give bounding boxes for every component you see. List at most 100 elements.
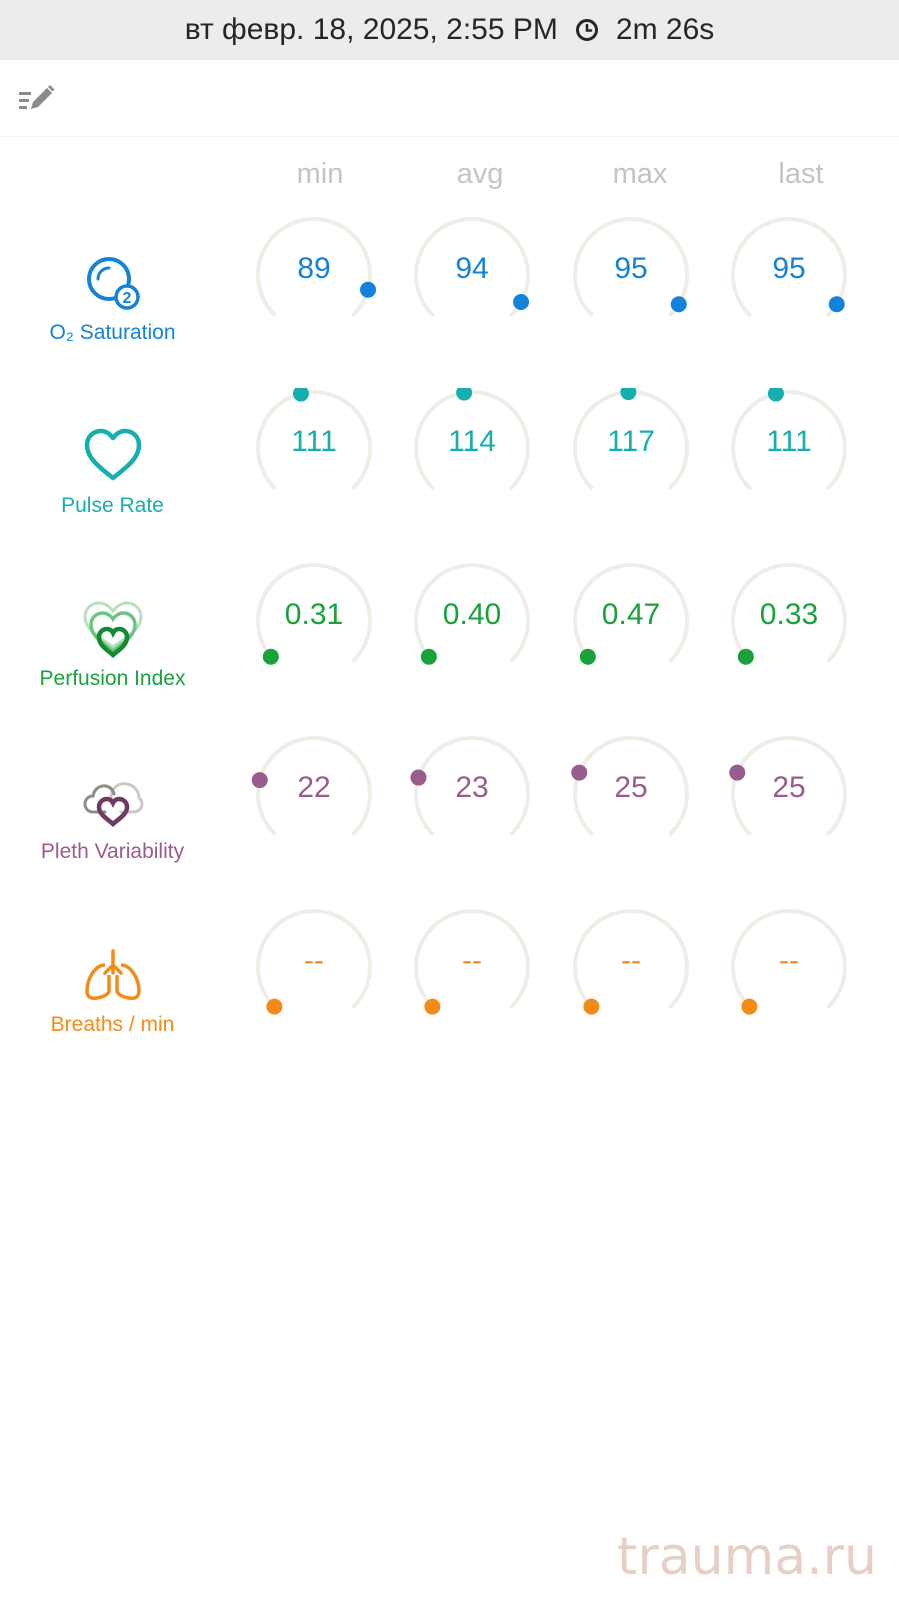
metric-pleth: Pleth Variability [0,734,225,864]
gauge-track [414,909,530,1009]
gauge-perfusion-max[interactable]: 0.47 [566,561,696,691]
svg-text:2: 2 [122,290,131,307]
metric-pulse: Pulse Rate [0,388,225,518]
gauge-breaths-last[interactable]: -- [724,907,854,1037]
gauge-indicator-dot [729,764,746,781]
gauge-value: 111 [291,425,337,458]
gauge-indicator-dot [670,296,687,313]
edit-notes-button[interactable] [16,82,60,116]
gauge-value: 0.40 [442,598,502,631]
column-header-min: min [296,158,344,190]
gauge-indicator-dot [828,296,845,313]
gauge-value: -- [304,944,324,977]
gauge-indicator-dot [420,648,437,665]
lungs-icon [81,943,145,1007]
gauge-value: 25 [614,771,648,804]
gauge-value: -- [621,944,641,977]
gauge-value: 25 [772,771,806,804]
gauge-track [573,563,689,663]
gauge-track [256,736,372,836]
gauge-track [573,736,689,836]
metric-row-pulse: Pulse Rate 111 114 117 111 [0,388,899,548]
gauge-pulse-last[interactable]: 111 [724,388,854,518]
gauge-pleth-last[interactable]: 25 [724,734,854,864]
gauge-pleth-max[interactable]: 25 [566,734,696,864]
column-headers: min avg max last [0,158,899,198]
session-duration: 2m 26s [615,13,715,46]
gauge-breaths-min[interactable]: -- [249,907,379,1037]
gauge-value: 23 [455,771,489,804]
metric-perfusion: Perfusion Index [0,561,225,691]
column-header-last: last [778,158,824,190]
gauge-indicator-dot [251,772,268,789]
gauge-spo2-last[interactable]: 95 [724,215,854,345]
gauge-perfusion-min[interactable]: 0.31 [249,561,379,691]
gauge-indicator-dot [266,998,283,1015]
gauge-value: 22 [297,771,331,804]
gauge-breaths-max[interactable]: -- [566,907,696,1037]
gauge-perfusion-avg[interactable]: 0.40 [407,561,537,691]
gauge-track [731,217,847,317]
gauge-value: 0.33 [759,598,819,631]
metric-row-perfusion: Perfusion Index 0.31 0.40 0.47 0.33 [0,561,899,721]
gauge-track [573,217,689,317]
gauge-indicator-dot [620,388,637,401]
watermark: trauma.ru [617,1527,877,1587]
gauge-spo2-min[interactable]: 89 [249,215,379,345]
gauge-value: 89 [297,252,331,285]
gauge-perfusion-last[interactable]: 0.33 [724,561,854,691]
session-header: вт февр. 18, 2025, 2:55 PM 2m 26s [0,0,899,60]
gauge-track [731,563,847,663]
gauge-value: 95 [614,252,648,285]
gauge-indicator-dot [262,648,279,665]
gauge-indicator-dot [424,998,441,1015]
gauge-indicator-dot [741,998,758,1015]
gauge-pulse-max[interactable]: 117 [566,388,696,518]
gauge-value: -- [462,944,482,977]
metric-label: Perfusion Index [39,667,186,690]
gauge-indicator-dot [579,648,596,665]
gauge-track [256,909,372,1009]
gauge-value: 111 [766,425,812,458]
gauge-value: 94 [455,252,489,285]
gauge-value: 0.31 [284,598,344,631]
gauge-indicator-dot [410,769,427,786]
clock-icon [574,17,600,43]
gauge-track [256,563,372,663]
clouds-heart-icon [81,770,145,834]
gauge-breaths-avg[interactable]: -- [407,907,537,1037]
gauge-pleth-avg[interactable]: 23 [407,734,537,864]
gauge-track [573,909,689,1009]
gauge-indicator-dot [513,293,530,310]
metric-label: Pulse Rate [61,494,164,517]
gauge-spo2-max[interactable]: 95 [566,215,696,345]
gauge-value: -- [779,944,799,977]
gauge-pleth-min[interactable]: 22 [249,734,379,864]
heart-icon [81,424,145,488]
metric-spo2: 2 O₂ Saturation [0,215,225,345]
gauge-pulse-min[interactable]: 111 [249,388,379,518]
gauge-spo2-avg[interactable]: 94 [407,215,537,345]
metric-label: Breaths / min [50,1013,175,1036]
session-datetime: вт февр. 18, 2025, 2:55 PM [184,13,558,46]
column-header-avg: avg [456,158,504,190]
column-header-max: max [612,158,668,190]
gauge-track [414,563,530,663]
toolbar [0,60,899,137]
gauge-indicator-dot [292,388,309,402]
metric-breaths: Breaths / min [0,907,225,1037]
gauge-value: 0.47 [601,598,661,631]
gauge-indicator-dot [737,648,754,665]
o2-bubble-icon: 2 [81,251,145,315]
metric-row-spo2: 2 O₂ Saturation 89 94 95 95 [0,215,899,375]
gauge-pulse-avg[interactable]: 114 [407,388,537,518]
gauge-track [414,736,530,836]
gauge-indicator-dot [583,998,600,1015]
edit-list-icon [16,85,60,120]
metric-row-pleth: Pleth Variability 22 23 25 25 [0,734,899,894]
gauge-value: 117 [607,425,655,458]
metric-label: O₂ Saturation [49,321,176,344]
gauge-track [731,909,847,1009]
gauge-value: 95 [772,252,806,285]
gauge-track [731,736,847,836]
